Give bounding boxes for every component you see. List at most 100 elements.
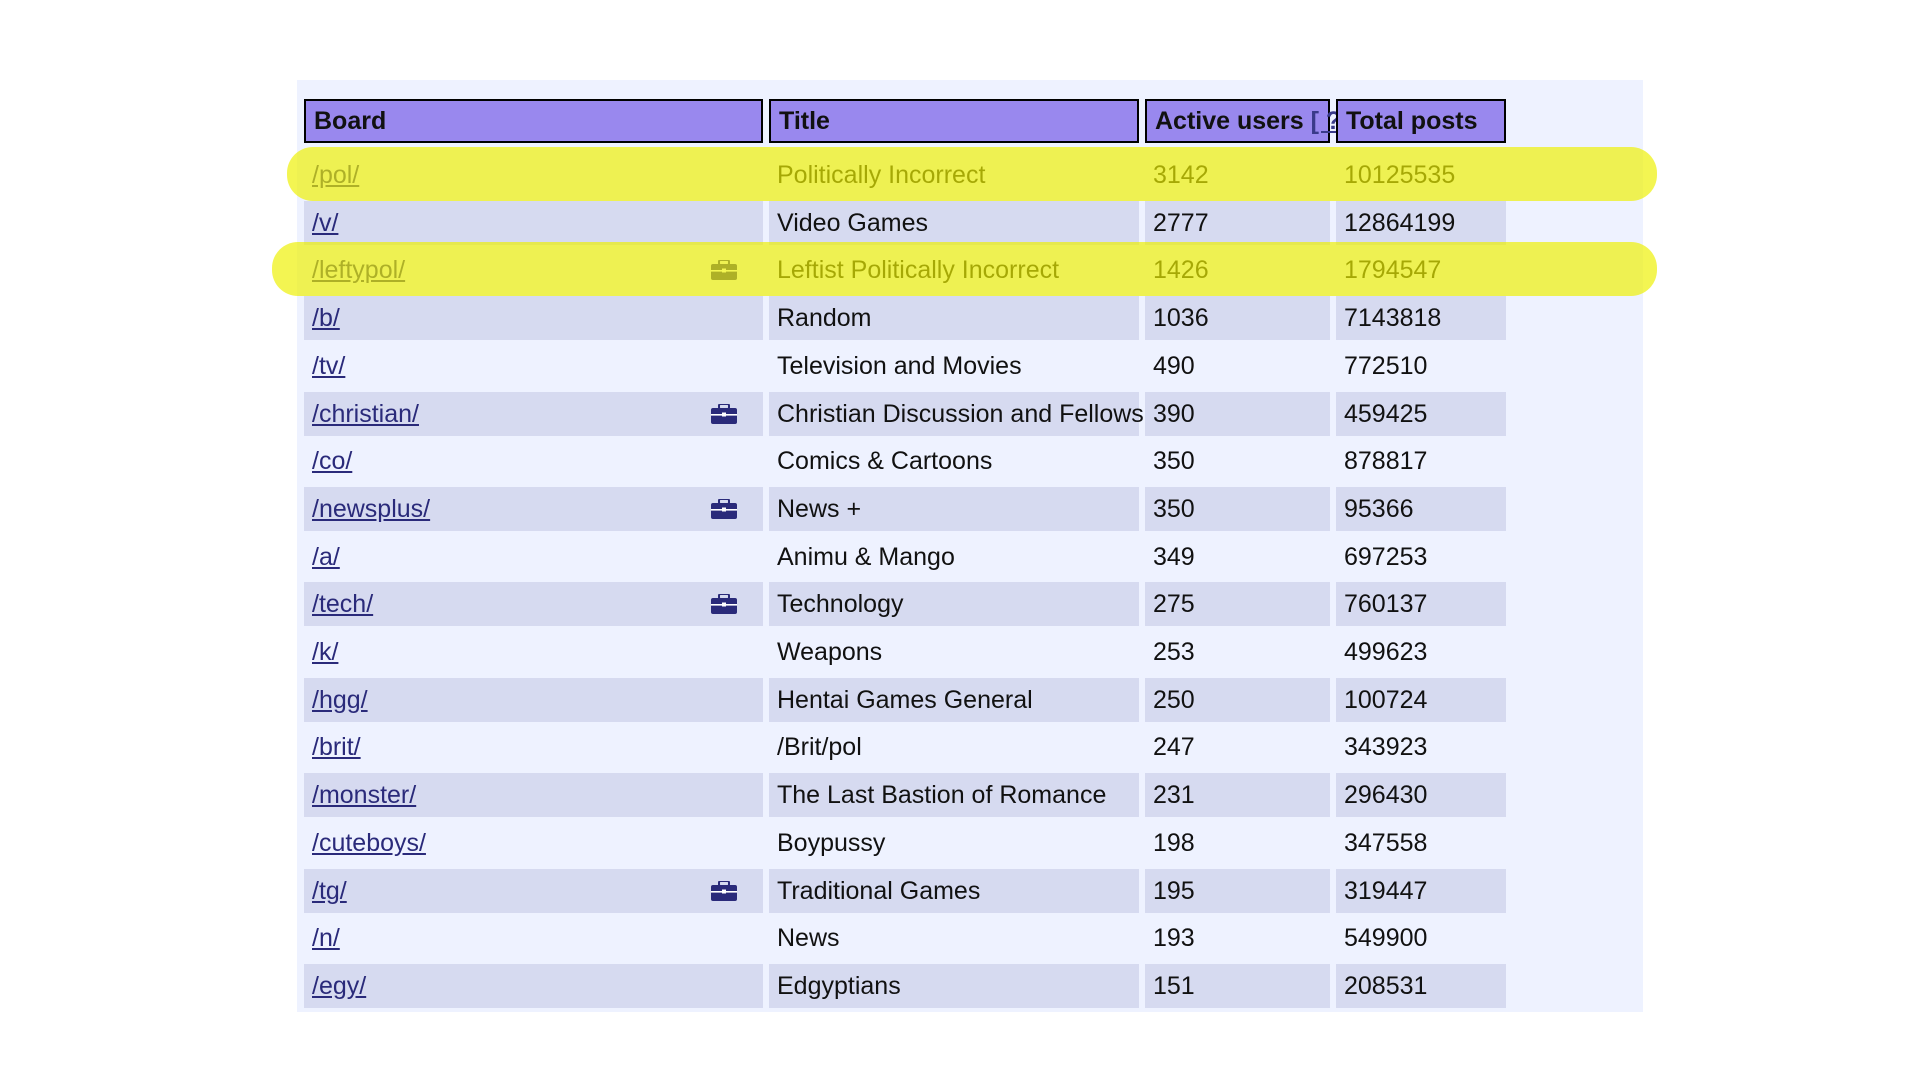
active-users-text: 151 [1153,972,1195,1000]
active-users-text: 350 [1153,447,1195,475]
briefcase-icon [711,404,737,424]
total-posts-cell: 208531 [1336,964,1506,1008]
board-link[interactable]: /egy/ [312,972,367,1000]
active-users-text: 198 [1153,829,1195,857]
title-cell: Politically Incorrect [769,153,1139,197]
active-users-text: 349 [1153,543,1195,571]
board-cell: /b/ [304,296,763,340]
board-cell: /k/ [304,630,763,674]
title-text: Hentai Games General [777,686,1033,714]
total-posts-text: 7143818 [1344,304,1442,332]
total-posts-cell: 95366 [1336,487,1506,531]
board-link[interactable]: /pol/ [312,161,360,189]
title-cell: Technology [769,582,1139,626]
active-users-cell: 247 [1145,725,1330,769]
board-cell: /tv/ [304,344,763,388]
active-users-cell: 490 [1145,344,1330,388]
title-cell: Comics & Cartoons [769,439,1139,483]
active-users-text: 253 [1153,638,1195,666]
total-posts-text: 697253 [1344,543,1428,571]
title-text: Leftist Politically Incorrect [777,256,1060,284]
board-link[interactable]: /monster/ [312,781,417,809]
active-users-cell: 350 [1145,439,1330,483]
total-posts-text: 1794547 [1344,256,1442,284]
title-text: Technology [777,590,904,618]
board-link[interactable]: /a/ [312,543,340,571]
active-users-text: 250 [1153,686,1195,714]
title-text: Christian Discussion and Fellowship [777,400,1178,428]
active-users-cell: 390 [1145,392,1330,436]
board-link[interactable]: /tech/ [312,590,374,618]
title-text: Weapons [777,638,883,666]
briefcase-icon [711,260,737,280]
board-cell: /hgg/ [304,678,763,722]
total-posts-text: 459425 [1344,400,1428,428]
total-posts-text: 10125535 [1344,161,1456,189]
board-cell: /cuteboys/ [304,821,763,865]
title-text: Animu & Mango [777,543,955,571]
active-users-text: 2777 [1153,209,1209,237]
board-link[interactable]: /brit/ [312,733,361,761]
title-cell: The Last Bastion of Romance [769,773,1139,817]
board-link[interactable]: /leftypol/ [312,256,406,284]
title-cell: Weapons [769,630,1139,674]
board-link[interactable]: /tg/ [312,877,347,905]
total-posts-cell: 459425 [1336,392,1506,436]
title-text: Politically Incorrect [777,161,986,189]
active-users-text: 390 [1153,400,1195,428]
total-posts-cell: 1794547 [1336,248,1506,292]
board-link[interactable]: /cuteboys/ [312,829,426,857]
active-users-cell: 253 [1145,630,1330,674]
board-cell: /tg/ [304,869,763,913]
active-users-text: 1426 [1153,256,1209,284]
total-posts-cell: 319447 [1336,869,1506,913]
total-posts-cell: 347558 [1336,821,1506,865]
board-link[interactable]: /k/ [312,638,339,666]
active-users-cell: 195 [1145,869,1330,913]
title-column-header: Title [769,99,1139,143]
title-header-label: Title [779,107,830,135]
total-posts-text: 296430 [1344,781,1428,809]
active-users-cell: 3142 [1145,153,1330,197]
title-text: Comics & Cartoons [777,447,993,475]
total-posts-cell: 100724 [1336,678,1506,722]
board-cell: /egy/ [304,964,763,1008]
title-cell: Hentai Games General [769,678,1139,722]
total-posts-cell: 878817 [1336,439,1506,483]
board-link[interactable]: /co/ [312,447,353,475]
total-posts-cell: 772510 [1336,344,1506,388]
active-users-text: 231 [1153,781,1195,809]
board-cell: /pol/ [304,153,763,197]
active-users-cell: 193 [1145,916,1330,960]
board-link[interactable]: /hgg/ [312,686,368,714]
total-posts-header-label: Total posts [1346,107,1478,135]
total-posts-cell: 760137 [1336,582,1506,626]
briefcase-icon [711,594,737,614]
board-link[interactable]: /v/ [312,209,339,237]
active-users-cell: 350 [1145,487,1330,531]
total-posts-text: 319447 [1344,877,1428,905]
board-link[interactable]: /tv/ [312,352,346,380]
total-posts-cell: 296430 [1336,773,1506,817]
title-cell: Video Games [769,201,1139,245]
active-users-cell: 2777 [1145,201,1330,245]
board-link[interactable]: /n/ [312,924,340,952]
board-link[interactable]: /newsplus/ [312,495,431,523]
title-cell: Television and Movies [769,344,1139,388]
board-column-header: Board [304,99,763,143]
title-text: Video Games [777,209,929,237]
total-posts-cell: 7143818 [1336,296,1506,340]
active-users-column-header: Active users [ ? ] [1145,99,1356,143]
board-link[interactable]: /b/ [312,304,340,332]
board-cell: /newsplus/ [304,487,763,531]
active-users-text: 3142 [1153,161,1209,189]
title-cell: Leftist Politically Incorrect [769,248,1139,292]
title-text: Edgyptians [777,972,901,1000]
board-cell: /christian/ [304,392,763,436]
active-users-text: 247 [1153,733,1195,761]
active-users-text: 275 [1153,590,1195,618]
title-cell: Animu & Mango [769,535,1139,579]
active-users-header-label: Active users [1155,107,1304,135]
board-link[interactable]: /christian/ [312,400,419,428]
total-posts-text: 95366 [1344,495,1414,523]
